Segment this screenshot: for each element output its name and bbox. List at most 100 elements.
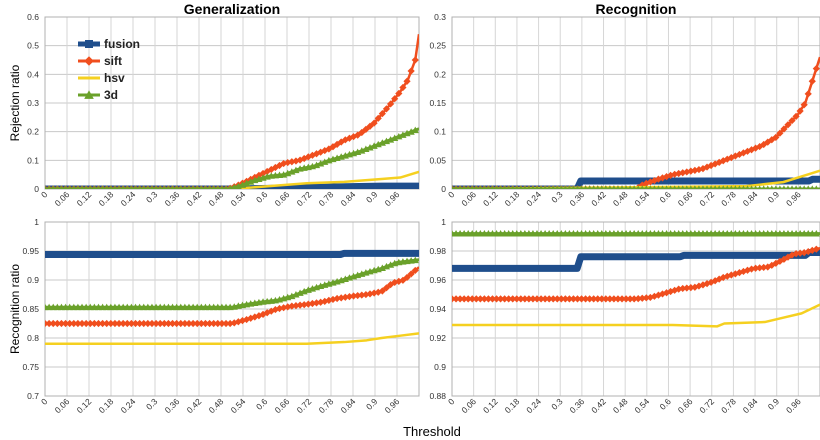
- data-point-sift: [214, 319, 222, 328]
- data-point-3d: [100, 185, 105, 189]
- x-tick-label: 0.54: [229, 189, 248, 208]
- data-point-3d: [47, 185, 52, 189]
- legend-label: hsv: [104, 71, 125, 85]
- data-point-sift: [53, 319, 61, 328]
- legend-item-sift: sift: [78, 54, 122, 68]
- data-point-3d: [478, 185, 483, 189]
- data-point-sift: [772, 259, 780, 267]
- data-point-3d: [802, 185, 807, 189]
- data-point-sift: [780, 255, 788, 263]
- series-line-fusion: [45, 249, 419, 258]
- data-point-sift: [812, 65, 820, 73]
- data-point-3d: [490, 185, 495, 189]
- data-point-sift: [395, 89, 403, 98]
- data-point-sift: [144, 319, 152, 328]
- data-point-3d: [92, 185, 97, 189]
- y-tick-label: 0.96: [429, 275, 446, 285]
- x-tick-label: 0.18: [503, 189, 522, 208]
- data-point-sift: [234, 318, 242, 326]
- data-point-sift: [476, 295, 484, 303]
- data-point-3d: [486, 185, 491, 189]
- x-tick-label: 0.36: [163, 189, 182, 208]
- data-point-3d: [587, 185, 592, 189]
- data-point-sift: [646, 293, 654, 302]
- x-tick-label: 0.12: [75, 396, 94, 415]
- data-point-3d: [207, 185, 212, 189]
- data-point-sift: [107, 319, 115, 328]
- x-tick-label: 0.72: [697, 396, 716, 415]
- data-point-3d: [510, 185, 515, 189]
- data-point-sift: [275, 161, 284, 170]
- data-point-sift: [407, 67, 415, 75]
- data-point-sift: [561, 295, 569, 303]
- data-point-sift: [61, 319, 70, 328]
- x-tick-label: 0.72: [295, 189, 314, 208]
- data-point-sift: [49, 319, 57, 328]
- data-point-3d: [664, 185, 669, 189]
- data-point-3d: [713, 185, 718, 189]
- series-line-hsv: [452, 169, 820, 189]
- data-point-3d: [137, 185, 142, 189]
- data-point-sift: [776, 129, 784, 137]
- data-point-sift: [304, 153, 312, 161]
- data-point-sift: [464, 295, 472, 303]
- data-point-sift: [658, 174, 667, 182]
- data-point-3d: [522, 185, 527, 189]
- data-point-sift: [792, 112, 800, 120]
- data-point-sift: [325, 145, 333, 153]
- data-point-sift: [127, 319, 135, 328]
- data-point-sift: [345, 134, 354, 142]
- x-tick-label: 0.06: [53, 396, 72, 415]
- x-tick-label: 0.72: [697, 189, 716, 208]
- x-tick-label: 0.42: [185, 189, 204, 208]
- data-point-3d: [583, 185, 588, 189]
- data-point-sift: [687, 167, 695, 175]
- y-tick-label: 0.2: [434, 69, 446, 79]
- data-point-sift: [760, 263, 768, 272]
- data-point-sift: [638, 294, 646, 302]
- y-tick-label: 0.8: [27, 333, 39, 343]
- data-point-3d: [133, 185, 138, 189]
- data-point-sift: [784, 253, 792, 261]
- series-line-3d: [45, 258, 419, 309]
- data-point-3d: [777, 185, 782, 189]
- data-point-sift: [185, 319, 193, 328]
- data-point-sift: [411, 266, 419, 275]
- data-point-3d: [535, 185, 540, 189]
- data-point-sift: [675, 169, 683, 178]
- data-point-sift: [695, 165, 703, 174]
- data-point-sift: [654, 291, 663, 299]
- data-point-3d: [652, 185, 657, 189]
- x-tick-label: 0.48: [207, 189, 226, 208]
- data-point-3d: [648, 185, 653, 189]
- data-point-3d: [121, 185, 126, 189]
- data-point-3d: [498, 185, 503, 189]
- data-point-sift: [57, 319, 66, 328]
- data-point-3d: [733, 185, 738, 189]
- data-point-3d: [227, 184, 233, 189]
- data-point-sift: [581, 295, 590, 303]
- data-point-sift: [391, 95, 399, 103]
- data-point-sift: [723, 155, 731, 163]
- chart-title: Generalization: [184, 1, 280, 17]
- data-point-sift: [362, 125, 370, 133]
- data-point-3d: [63, 185, 68, 189]
- data-point-3d: [84, 185, 89, 189]
- data-point-3d: [166, 185, 171, 189]
- x-tick-label: 0.84: [339, 396, 358, 415]
- data-point-sift: [66, 319, 74, 328]
- data-point-sift: [505, 295, 513, 303]
- data-point-sift: [115, 319, 123, 328]
- data-point-3d: [676, 185, 681, 189]
- data-point-3d: [149, 185, 154, 189]
- data-point-sift: [94, 319, 103, 328]
- data-point-sift: [796, 249, 804, 257]
- data-point-3d: [725, 185, 730, 189]
- x-tick-label: 0.42: [589, 189, 608, 208]
- data-point-sift: [743, 266, 752, 274]
- data-point-3d: [158, 185, 163, 189]
- data-point-sift: [614, 295, 622, 303]
- data-point-sift: [304, 300, 312, 308]
- data-point-sift: [386, 281, 395, 289]
- data-point-sift: [189, 319, 197, 328]
